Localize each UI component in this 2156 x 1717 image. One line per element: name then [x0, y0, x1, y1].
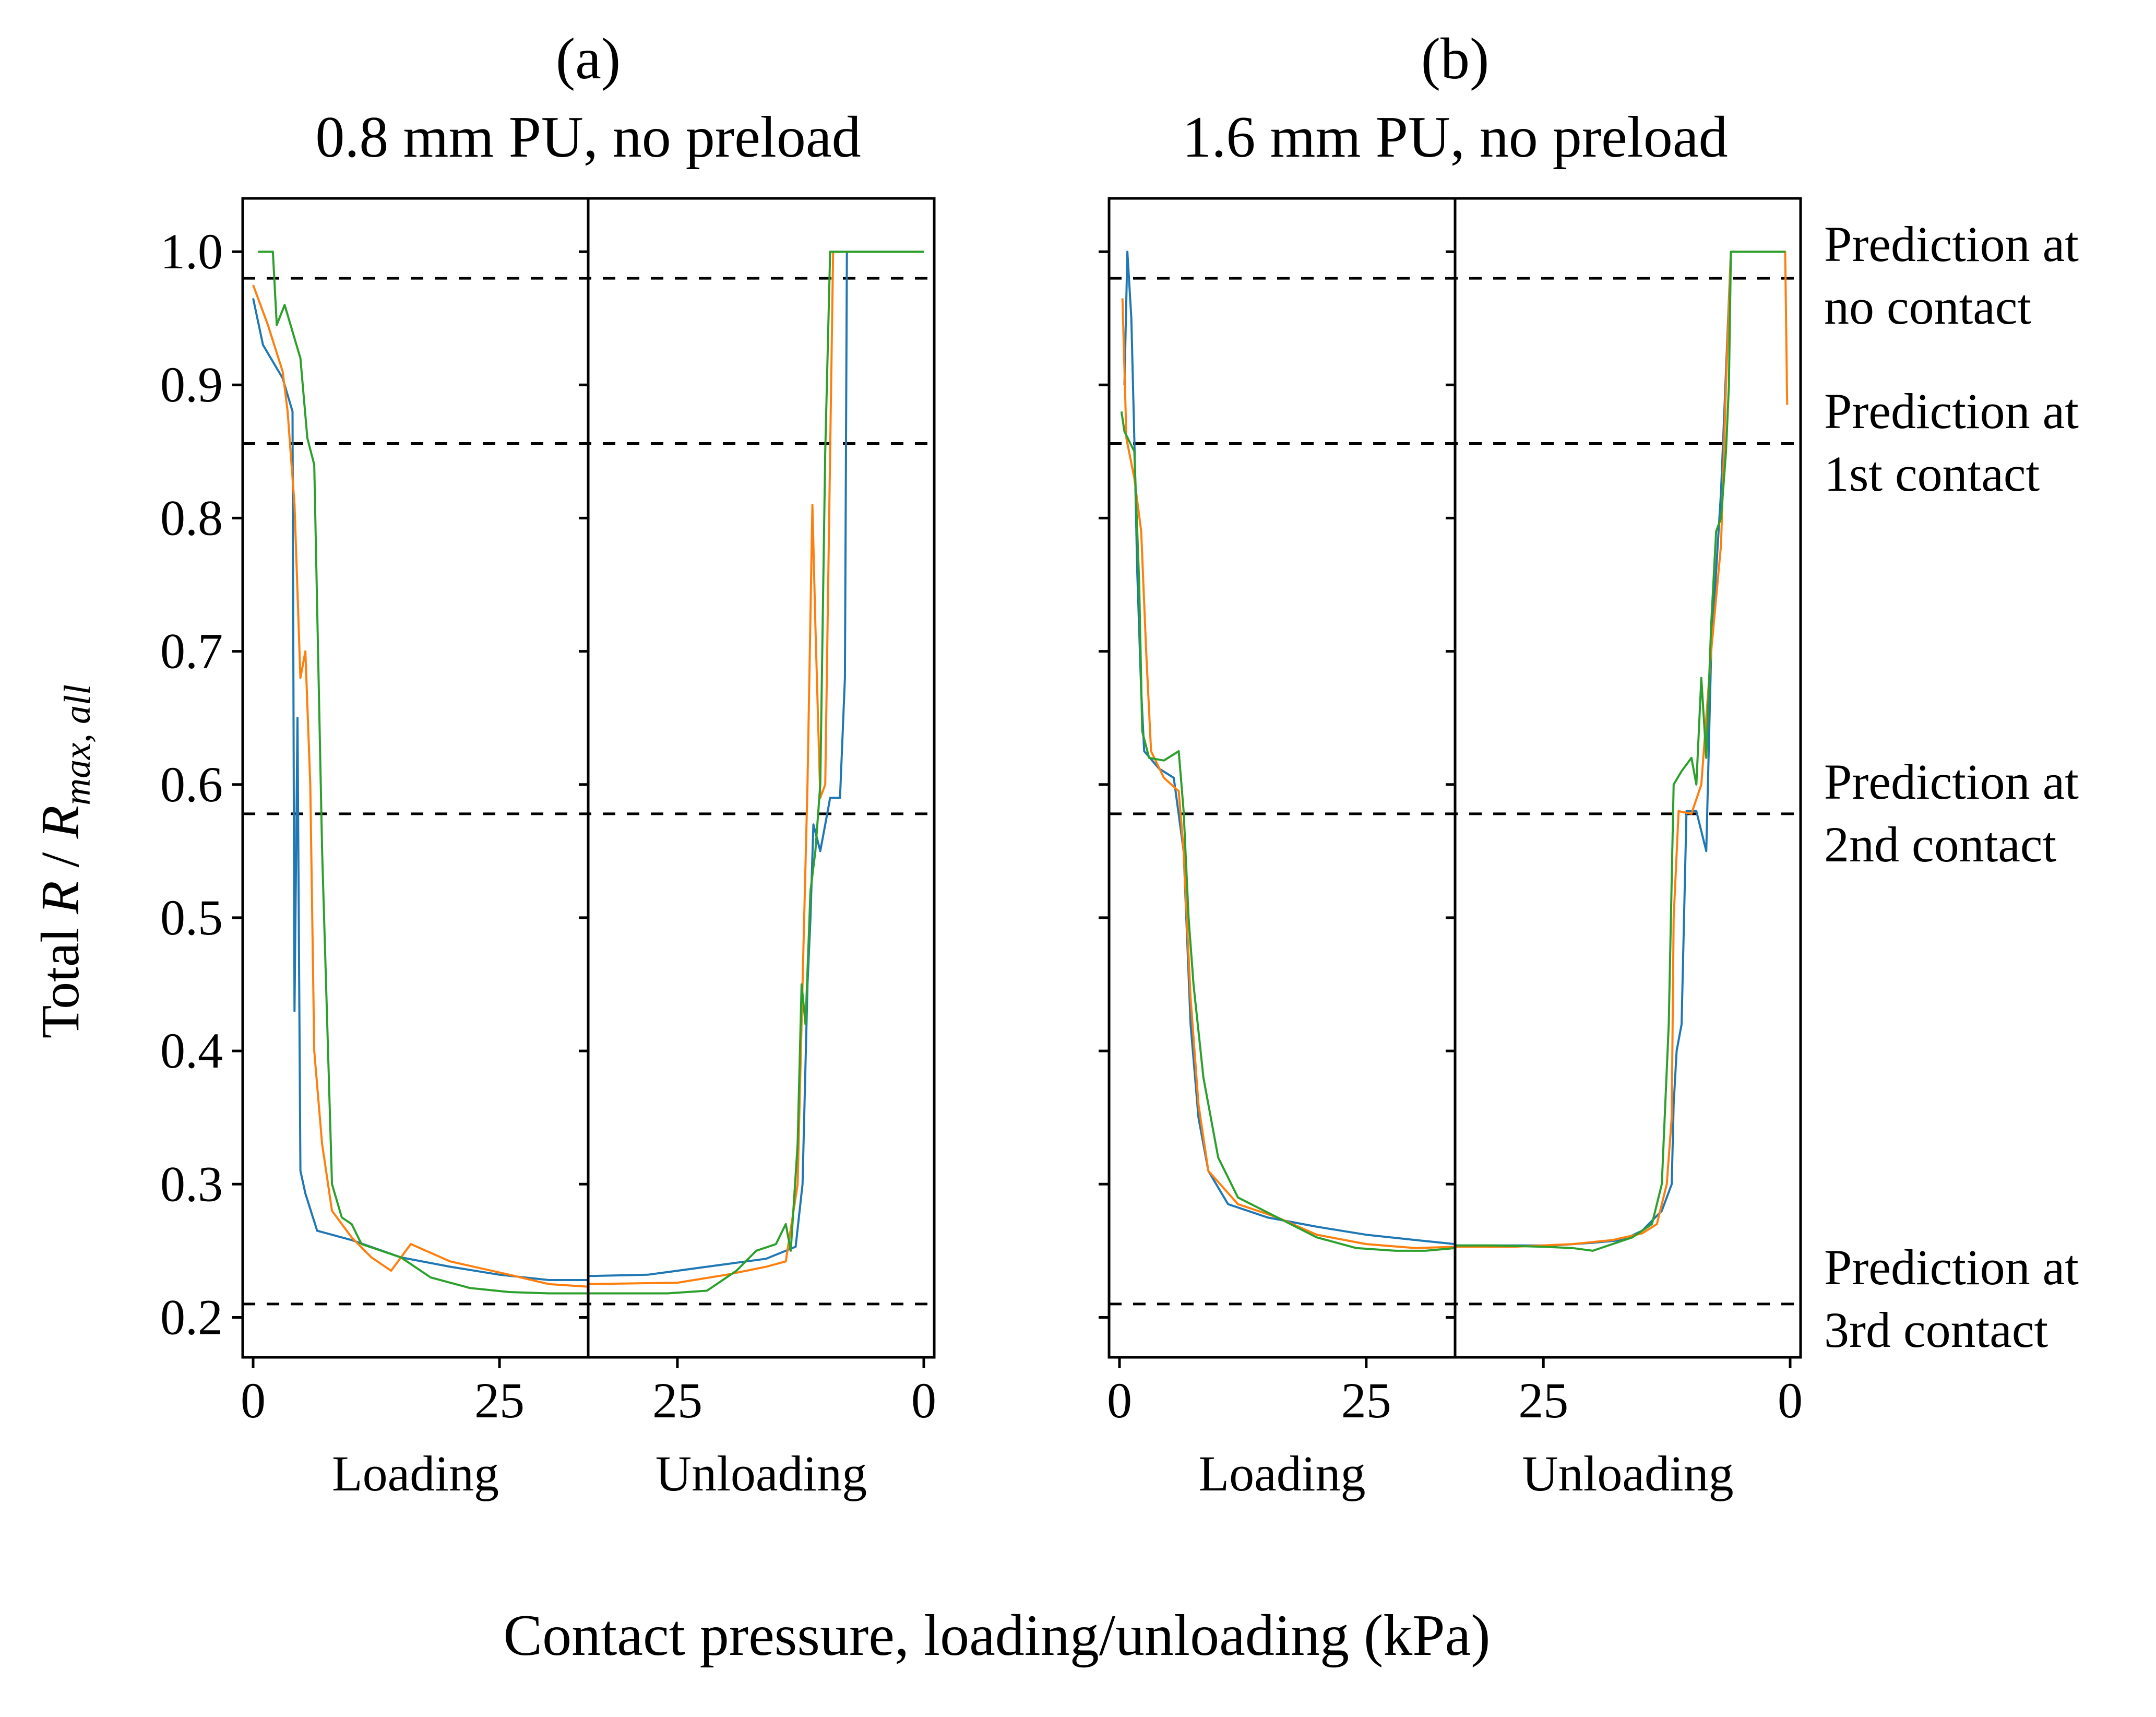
x-axis-label: Contact pressure, loading/unloading (kPa…	[503, 1603, 1490, 1668]
series-loading-line	[1123, 251, 1456, 1246]
series-group	[1120, 251, 1789, 1252]
y-tick-label: 0.9	[160, 357, 223, 412]
prediction-label-line2: no contact	[1824, 279, 2032, 335]
panel-b: (b) 1.6 mm PU, no preload 0 25 25 0 Loading Unl…	[1099, 27, 1803, 1501]
global-labels: Total R / Rmax, all Contact pressure, lo…	[30, 684, 1491, 1668]
y-tick-label: 1.0	[160, 223, 223, 279]
y-tick-label: 0.4	[160, 1023, 223, 1079]
panel-title: 0.8 mm PU, no preload	[315, 105, 861, 170]
loading-label: Loading	[1199, 1446, 1366, 1501]
panel-label: (a)	[556, 27, 621, 91]
loading-label: Loading	[332, 1446, 499, 1501]
series-unloading-line	[1455, 251, 1785, 1252]
y-tick-label: 0.6	[160, 756, 223, 812]
series-loading-line	[1121, 298, 1456, 1249]
y-tick-label: 0.2	[160, 1289, 223, 1345]
series-unloading-line	[588, 251, 924, 1285]
panel-label: (b)	[1421, 27, 1490, 91]
y-axis-label-sub: max, all	[56, 684, 98, 806]
prediction-label-line1: Prediction at	[1824, 216, 2079, 272]
unloading-label: Unloading	[656, 1446, 867, 1501]
prediction-label-line2: 1st contact	[1824, 446, 2040, 502]
x-tick-label: 0	[1107, 1372, 1132, 1428]
y-axis-label: Total R / Rmax, all	[30, 684, 98, 1038]
series-loading-line	[1120, 411, 1456, 1252]
y-tick-label: 0.7	[160, 623, 223, 679]
panel-title: 1.6 mm PU, no preload	[1182, 105, 1728, 170]
x-tick-label: 0	[911, 1372, 936, 1428]
x-tick-label: 25	[474, 1372, 525, 1428]
series-loading-line	[252, 298, 588, 1281]
series-unloading-line	[588, 251, 924, 1277]
prediction-label-line1: Prediction at	[1824, 1239, 2079, 1295]
x-tick-label: 0	[1778, 1372, 1803, 1428]
unloading-label: Unloading	[1522, 1446, 1733, 1501]
series-unloading-line	[1455, 251, 1736, 1247]
series-loading-line	[252, 285, 589, 1288]
y-axis-label-slash: /	[30, 838, 90, 881]
panel-a: (a) 0.8 mm PU, no preload 0.2 0.3 0.4 0.5 0.6 0…	[160, 27, 936, 1501]
series-group	[252, 251, 924, 1295]
y-tick-label: 0.3	[160, 1156, 223, 1212]
y-tick-label: 0.5	[160, 890, 223, 945]
y-axis-label-prefix: Total	[30, 914, 90, 1038]
prediction-labels: Prediction at no contact Prediction at 1st …	[1824, 216, 2079, 1358]
y-axis-label-r: R	[30, 881, 90, 915]
x-tick-label: 0	[241, 1372, 266, 1428]
prediction-label-line2: 3rd contact	[1824, 1302, 2048, 1358]
y-tick-label: 0.8	[160, 490, 223, 546]
x-tick-label: 25	[1341, 1372, 1391, 1428]
series-loading-line	[258, 251, 588, 1295]
prediction-label-line1: Prediction at	[1824, 754, 2079, 810]
series-unloading-line	[1455, 251, 1789, 1248]
series-unloading-line	[589, 251, 924, 1295]
x-tick-label: 25	[652, 1372, 702, 1428]
x-tick-label: 25	[1518, 1372, 1568, 1428]
prediction-label-line1: Prediction at	[1824, 383, 2079, 439]
prediction-label-line2: 2nd contact	[1824, 816, 2057, 872]
y-axis-label-rmax: R	[30, 806, 90, 839]
